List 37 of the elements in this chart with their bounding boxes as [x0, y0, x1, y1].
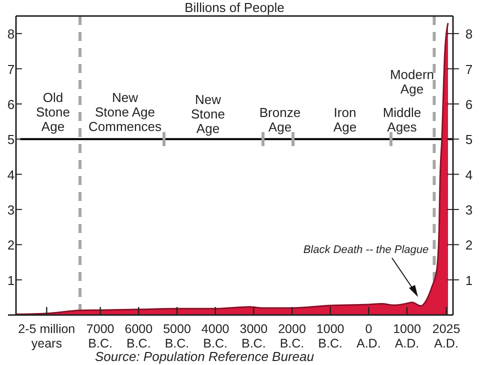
x-tick-label: 7000 B.C.	[86, 322, 114, 350]
y-tick-label: 4	[7, 167, 15, 182]
annotation: Middle Ages	[382, 105, 422, 134]
x-tick-label: 5000 B.C.	[163, 322, 191, 350]
y2-tick-label: 3	[465, 202, 473, 218]
y-tick-label: 5	[7, 132, 15, 148]
y2-tick-label: 1	[465, 272, 473, 288]
annotation: New Stone Age	[191, 92, 225, 136]
y-tick-label: 1	[7, 272, 15, 288]
y2-tick-label: 5	[465, 132, 473, 148]
y2-tick-label: 6	[465, 96, 473, 112]
annotation: Old Stone Age	[36, 90, 70, 134]
source-note: Source: Population Reference Bureau	[95, 349, 314, 364]
y-tick-label: 6	[7, 96, 15, 112]
x-tick-label: 4000 B.C.	[201, 322, 230, 350]
y2-tick-label: 4	[465, 167, 473, 182]
annotation: Iron Age	[333, 105, 357, 134]
y-tick-label: 3	[7, 202, 15, 218]
y2-tick-label: 2	[465, 238, 473, 253]
annotation: Modern Age	[390, 67, 434, 96]
y2-tick-label: 7	[465, 62, 473, 77]
x-tick-label: 6000 B.C.	[124, 322, 153, 350]
x-tick-label: 2025 A.D.	[432, 322, 460, 350]
annotation: Bronze Age	[259, 105, 301, 134]
y-tick-label: 8	[7, 26, 15, 42]
x-tick-label: 1000 A.D.	[393, 322, 421, 350]
x-tick-label: 0 A.D.	[356, 322, 381, 350]
annotation: New Stone Age Commences	[88, 90, 162, 134]
x-tick-label: 2-5 million years	[18, 322, 76, 350]
x-tick-label: 2000 B.C.	[278, 322, 306, 350]
x-tick-label: 1000 B.C.	[316, 322, 344, 350]
x-tick-label: 3000 B.C.	[240, 322, 268, 350]
y-tick-label: 2	[7, 238, 15, 253]
y-tick-label: 7	[7, 62, 15, 77]
annotation: Black Death -- the Plague	[303, 244, 429, 256]
y2-tick-label: 8	[465, 26, 473, 42]
chart-title: Billions of People	[184, 0, 284, 15]
